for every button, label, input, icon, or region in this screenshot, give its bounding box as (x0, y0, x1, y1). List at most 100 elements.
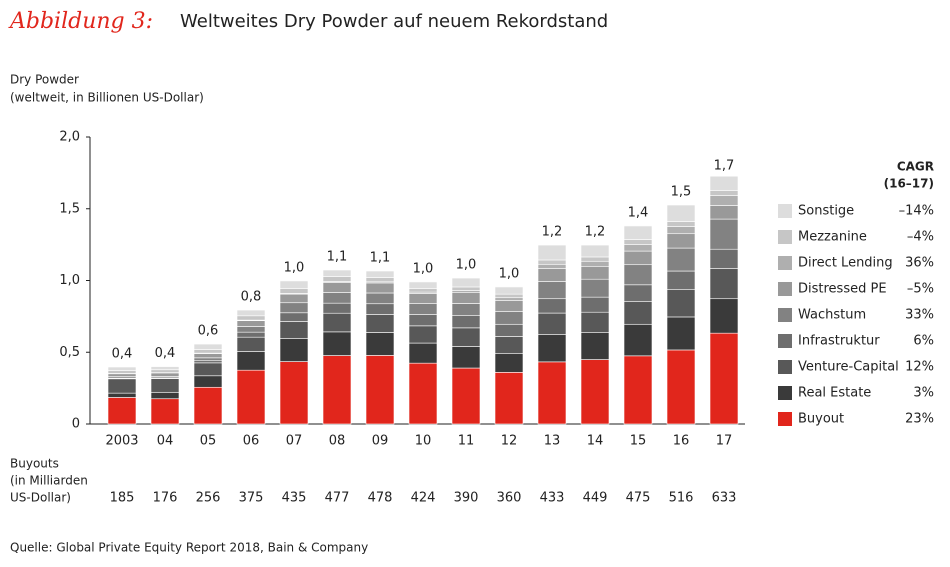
buyout-value: 375 (239, 491, 264, 506)
total-label: 0,4 (112, 347, 133, 362)
bar-segment (580, 256, 610, 262)
y-tick-label: 1,0 (59, 273, 80, 288)
bar-segment (537, 361, 567, 425)
total-label: 1,1 (370, 251, 391, 266)
bar-segment (451, 290, 481, 293)
bar-segment (150, 391, 180, 400)
legend-swatch (778, 334, 792, 348)
bar-segment (150, 378, 180, 393)
bar-segment (279, 321, 309, 339)
bar-segment (107, 370, 137, 374)
bar-segment (666, 247, 696, 272)
x-tick-label: 15 (630, 434, 647, 449)
y-tick-label: 2,0 (59, 130, 80, 145)
legend-swatch (778, 204, 792, 218)
x-tick-label: 17 (716, 434, 733, 449)
x-tick-label: 11 (458, 434, 475, 449)
bar-segment (451, 327, 481, 347)
bar-segment (494, 353, 524, 373)
bar-segment (408, 281, 438, 289)
bar-segment (236, 351, 266, 371)
row-label: US-Dollar) (10, 491, 71, 505)
bar-segment (580, 311, 610, 333)
bar-segment (365, 277, 395, 283)
bar-segment (451, 277, 481, 288)
bar-segment (666, 289, 696, 318)
x-tick-label: 05 (200, 434, 217, 449)
total-label: 1,0 (413, 261, 434, 276)
bar-segment (236, 309, 266, 317)
bar-segment (494, 336, 524, 354)
bar-segment (623, 225, 653, 240)
bar-segment (408, 342, 438, 364)
buyout-value: 475 (626, 491, 651, 506)
buyout-value: 516 (669, 491, 694, 506)
bar-segment (451, 303, 481, 316)
bar-segment (408, 303, 438, 315)
legend-label: Direct Lending (798, 256, 893, 271)
bar-segment (537, 312, 567, 335)
bar-segment (709, 268, 739, 300)
x-tick-label: 13 (544, 434, 561, 449)
total-label: 1,0 (499, 266, 520, 281)
cagr-value: 12% (905, 360, 934, 375)
bar-segment (451, 315, 481, 329)
bar-segment (709, 248, 739, 269)
buyout-value: 477 (325, 491, 350, 506)
bar-segment (408, 288, 438, 293)
bar-segment (365, 270, 395, 278)
x-tick-label: 16 (673, 434, 690, 449)
bar-segment (150, 398, 180, 425)
buyout-value: 478 (368, 491, 393, 506)
bar-segment (580, 260, 610, 267)
buyout-value: 176 (153, 491, 178, 506)
bar-segment (279, 312, 309, 322)
bar-segment (322, 355, 352, 425)
bar-segment (193, 375, 223, 388)
legend-swatch (778, 256, 792, 270)
bar-segment (666, 221, 696, 227)
total-label: 1,0 (284, 260, 305, 275)
legend-label: Sonstige (798, 204, 854, 219)
bar-segment (322, 331, 352, 356)
total-label: 1,4 (628, 205, 649, 220)
bar-segment (709, 175, 739, 191)
bar-segment (494, 300, 524, 312)
bar-segment (580, 359, 610, 425)
bar-segment (322, 292, 352, 304)
total-label: 1,0 (456, 258, 477, 273)
bar-segment (494, 311, 524, 325)
legend-swatch (778, 230, 792, 244)
bar-segment (709, 190, 739, 196)
bar-segment (494, 323, 524, 337)
cagr-value: –14% (899, 204, 934, 219)
buyout-value: 360 (497, 491, 522, 506)
bar-segment (193, 362, 223, 377)
bar-segment (666, 204, 696, 222)
legend-label: Real Estate (798, 386, 871, 401)
total-label: 1,1 (327, 250, 348, 265)
total-label: 1,2 (542, 225, 563, 240)
legend-label: Buyout (798, 412, 844, 427)
x-tick-label: 14 (587, 434, 604, 449)
bar-segment (107, 392, 137, 398)
total-label: 0,4 (155, 346, 176, 361)
bar-segment (408, 293, 438, 304)
bar-segment (666, 233, 696, 249)
bar-segment (150, 372, 180, 377)
bar-segment (623, 244, 653, 252)
bar-segment (709, 218, 739, 250)
bar-segment (279, 302, 309, 314)
bar-segment (236, 369, 266, 425)
buyout-value: 256 (196, 491, 221, 506)
bar-segment (580, 265, 610, 280)
bar-segment (279, 338, 309, 362)
buyout-value: 390 (454, 491, 479, 506)
bar-segment (236, 320, 266, 327)
total-label: 1,7 (714, 159, 735, 174)
legend-label: Infrastruktur (798, 334, 880, 349)
bar-segment (236, 315, 266, 321)
bar-segment (580, 296, 610, 313)
x-tick-label: 10 (415, 434, 432, 449)
bar-segment (365, 303, 395, 315)
